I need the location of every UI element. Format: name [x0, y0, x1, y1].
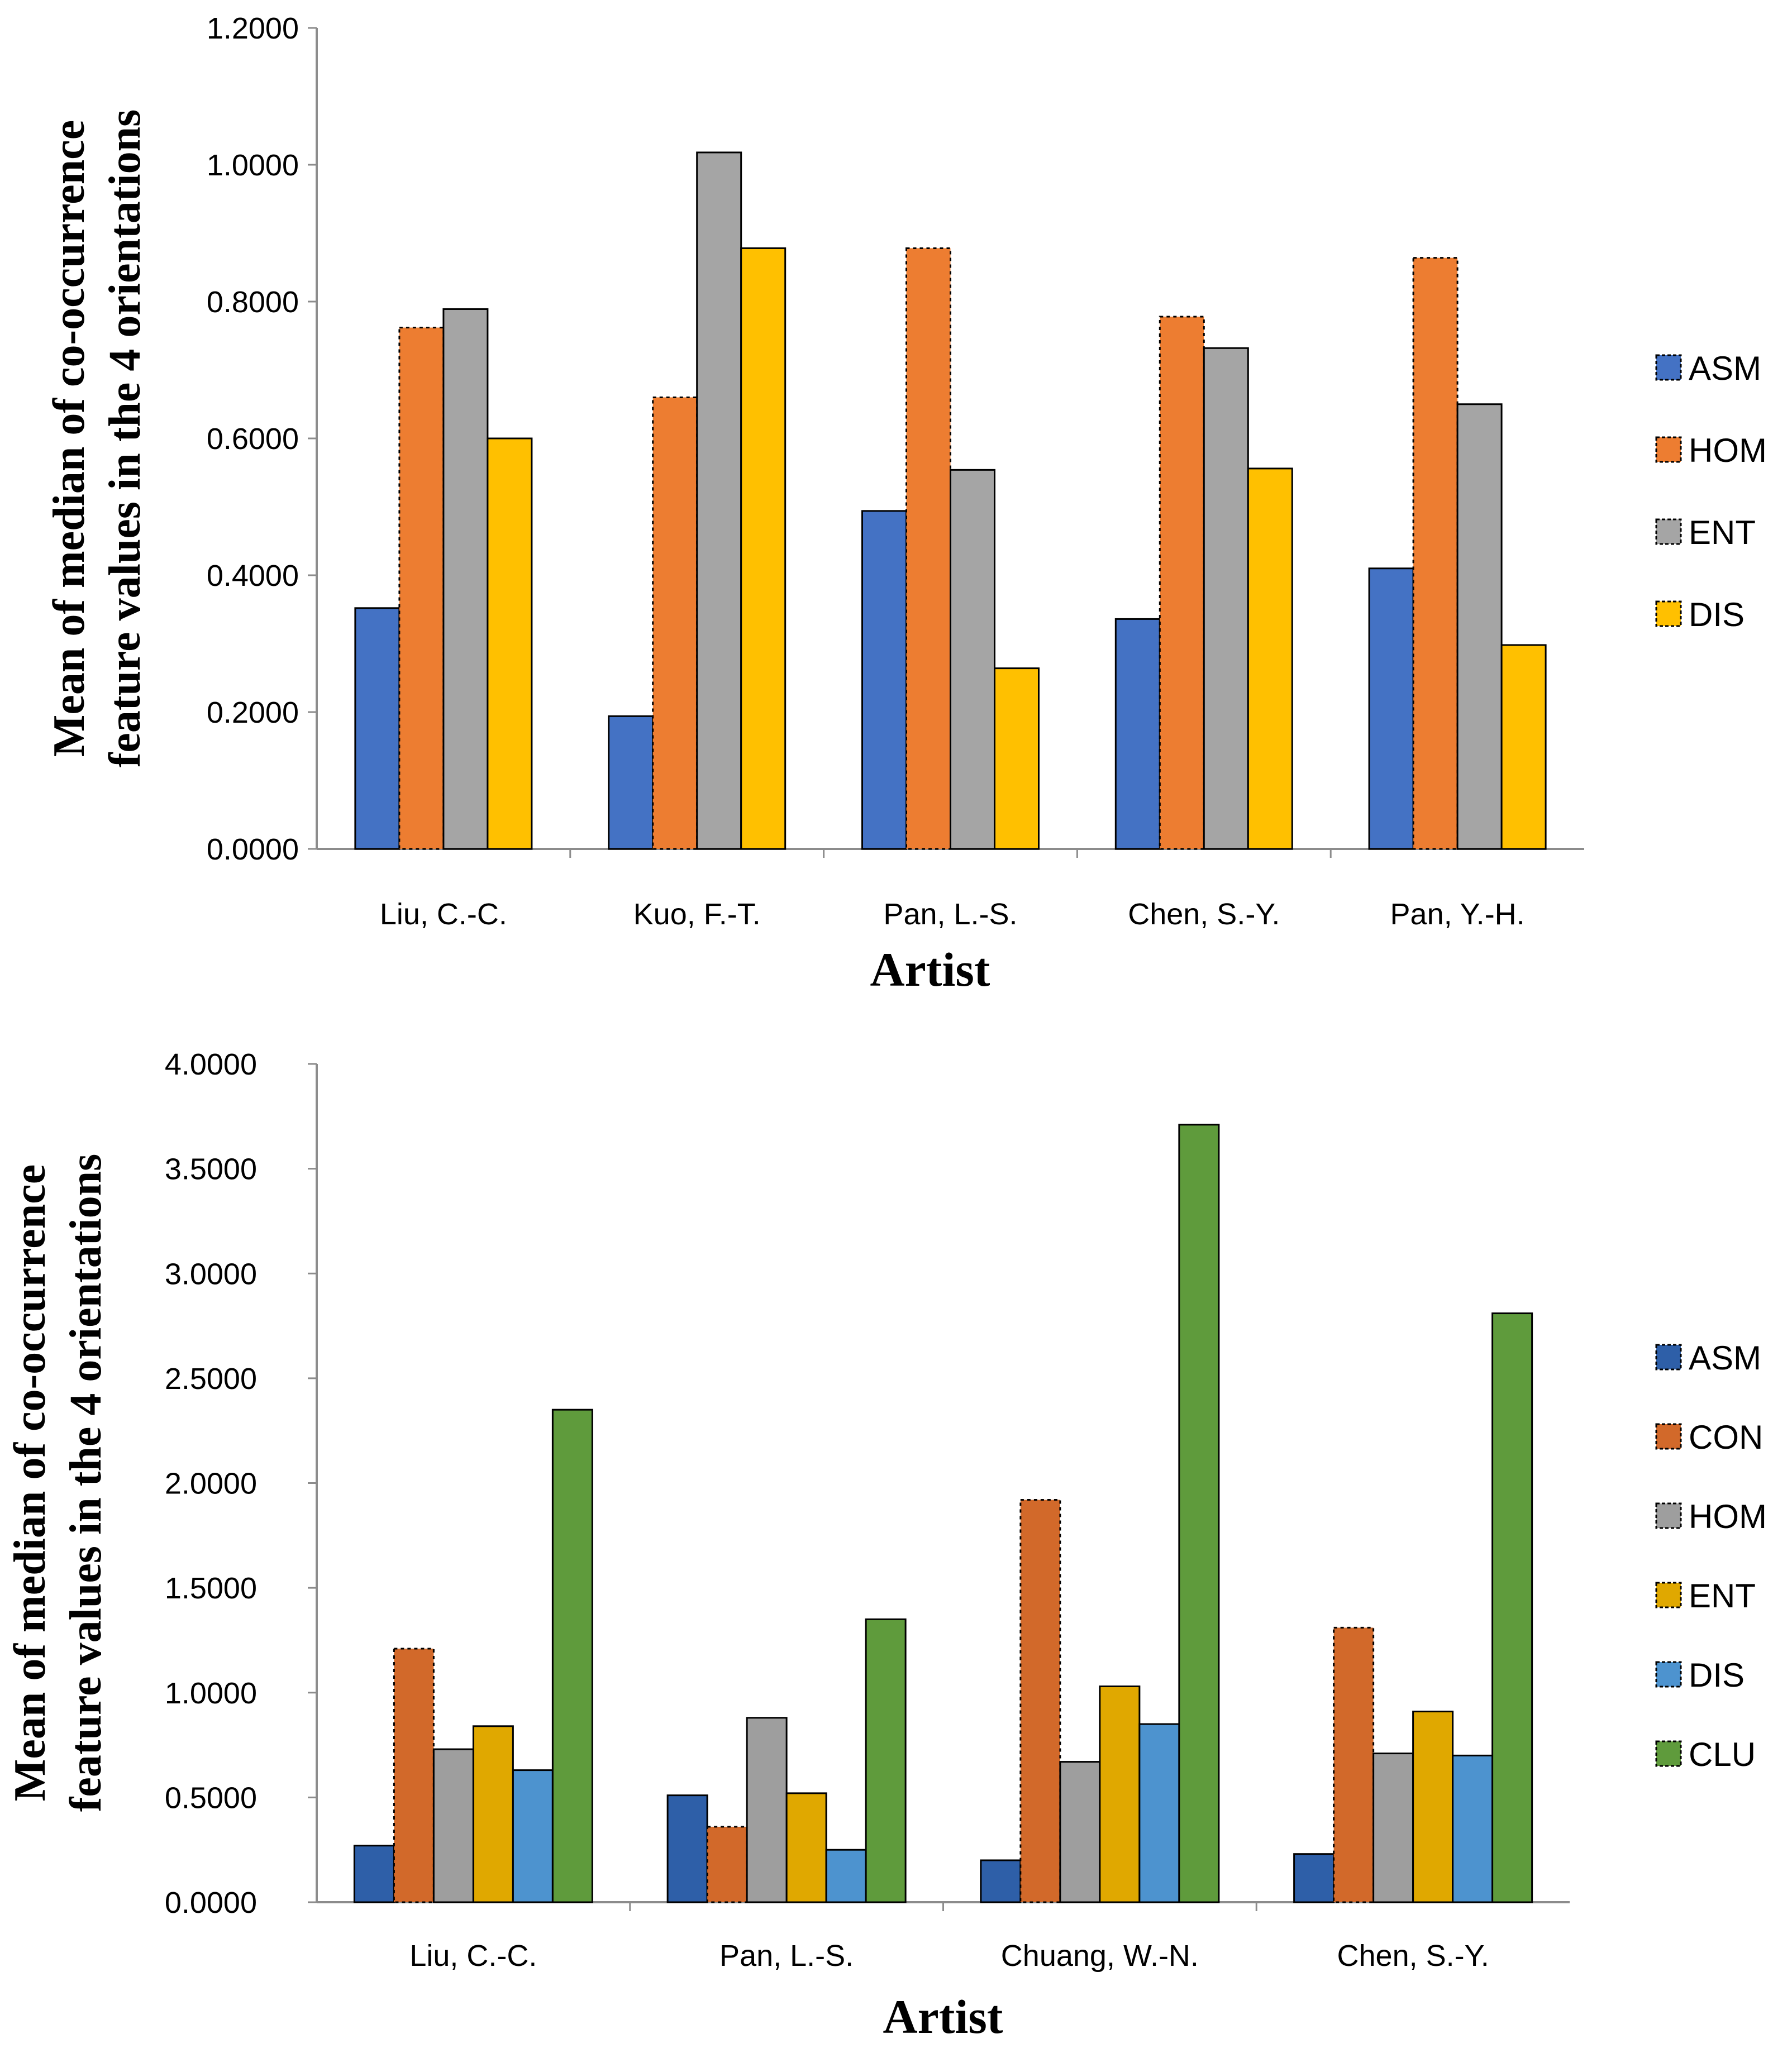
y-tick-label: 1.0000	[165, 1677, 257, 1710]
y-tick-label: 4.0000	[165, 1048, 257, 1081]
legend-label-asm: ASM	[1689, 1339, 1761, 1377]
bar-ent-2	[785, 1792, 827, 1903]
bar-asm-2	[666, 1794, 708, 1903]
legend-label-hom: HOM	[1689, 432, 1767, 469]
top-chart: 0.0000 0.2000 0.4000 0.6000 0.8000 1.0000 1.20…	[45, 12, 1767, 996]
bar-asm-3	[861, 510, 907, 850]
x-axis-title: Artist	[870, 943, 990, 996]
bar-clu-3	[1178, 1124, 1220, 1903]
legend-swatch-asm	[1655, 1344, 1682, 1371]
bar-asm-4	[1293, 1853, 1335, 1903]
bar-hom-1	[398, 327, 445, 850]
y-axis-title: Mean of median of co-occurrence	[45, 120, 94, 757]
y-tick-label: 3.0000	[165, 1257, 257, 1291]
bar-ent-5	[1456, 403, 1503, 850]
bar-hom-2	[746, 1717, 788, 1903]
y-tick-label: 0.5000	[165, 1781, 257, 1815]
bar-asm-3	[980, 1859, 1022, 1903]
bar-con-2	[706, 1826, 748, 1903]
y-tick-label: 0.4000	[207, 559, 299, 593]
x-tick-label: Liu, C.-C.	[409, 1939, 537, 1973]
bar-con-4	[1333, 1626, 1375, 1903]
y-tick-label: 0.6000	[207, 422, 299, 456]
legend-label-ent: ENT	[1689, 1577, 1756, 1615]
y-axis-title: feature values in the 4 orientations	[61, 1154, 111, 1812]
bar-clu-1	[551, 1409, 593, 1903]
bar-ent-2	[696, 151, 742, 850]
x-tick-label: Pan, Y.-H.	[1390, 897, 1525, 931]
bar-dis-3	[1138, 1723, 1180, 1903]
bar-dis-1	[487, 437, 533, 850]
y-axis-title: feature values in the 4 orientations	[101, 109, 150, 767]
y-tick-label: 3.5000	[165, 1153, 257, 1186]
y-tick-label: 0.8000	[207, 285, 299, 319]
bar-hom-2	[652, 397, 698, 850]
legend-label-con: CON	[1689, 1419, 1763, 1456]
bar-hom-1	[432, 1748, 474, 1903]
bar-dis-2	[825, 1849, 867, 1903]
y-tick-label: 1.0000	[207, 149, 299, 182]
x-tick-label: Kuo, F.-T.	[633, 897, 761, 931]
legend-swatch-hom	[1655, 1502, 1682, 1529]
bar-asm-2	[608, 715, 654, 850]
legend-label-asm: ASM	[1689, 350, 1761, 387]
y-tick-label: 1.5000	[165, 1572, 257, 1605]
y-tick-label: 1.2000	[207, 12, 299, 45]
bar-ent-3	[950, 469, 995, 850]
bar-con-1	[393, 1648, 435, 1903]
legend-swatch-ent	[1655, 518, 1682, 545]
bar-hom-3	[1059, 1761, 1101, 1903]
legend-swatch-clu	[1655, 1740, 1682, 1767]
y-tick-label: 0.0000	[207, 833, 299, 866]
y-tick-label: 0.2000	[207, 696, 299, 729]
bar-asm-5	[1368, 567, 1414, 850]
bar-dis-4	[1452, 1754, 1494, 1903]
y-tick-label: 0.0000	[165, 1886, 257, 1920]
bar-ent-4	[1412, 1711, 1454, 1903]
bar-asm-1	[353, 1845, 395, 1903]
bottom-chart: 0.0000 0.5000 1.0000 1.5000 2.0000 2.5000 3.00…	[6, 1048, 1767, 2044]
y-tick-label: 2.0000	[165, 1467, 257, 1501]
legend-label-ent: ENT	[1689, 514, 1756, 551]
bar-dis-4	[1247, 467, 1293, 850]
y-tick-label: 2.5000	[165, 1362, 257, 1396]
bar-ent-4	[1203, 347, 1249, 850]
legend-label-dis: DIS	[1689, 596, 1745, 633]
bar-ent-1	[472, 1725, 514, 1903]
x-tick-label: Pan, L.-S.	[883, 897, 1017, 931]
x-tick-label: Chen, S.-Y.	[1337, 1939, 1489, 1973]
bar-asm-1	[354, 607, 401, 850]
bar-dis-3	[994, 667, 1040, 850]
bar-ent-1	[442, 308, 489, 850]
legend-swatch-asm	[1655, 354, 1682, 381]
bar-con-3	[1019, 1499, 1061, 1903]
y-axis-title: Mean of median of co-occurrence	[6, 1164, 55, 1801]
x-axis-title: Artist	[883, 1990, 1003, 2044]
bar-clu-4	[1491, 1312, 1533, 1903]
x-tick-label: Liu, C.-C.	[380, 897, 507, 931]
x-tick-label: Pan, L.-S.	[719, 1939, 854, 1973]
legend-label-dis: DIS	[1689, 1656, 1745, 1694]
bar-ent-3	[1099, 1685, 1141, 1903]
legend-swatch-dis	[1655, 1661, 1682, 1688]
legend-swatch-hom	[1655, 436, 1682, 463]
bar-dis-2	[740, 247, 787, 850]
bar-asm-4	[1114, 618, 1161, 850]
bar-hom-3	[905, 247, 951, 850]
x-tick-label: Chuang, W.-N.	[1001, 1939, 1199, 1973]
legend-label-hom: HOM	[1689, 1498, 1767, 1535]
x-tick-label: Chen, S.-Y.	[1128, 897, 1280, 931]
bar-hom-4	[1372, 1753, 1414, 1903]
bar-dis-1	[512, 1769, 554, 1903]
bar-dis-5	[1500, 644, 1547, 850]
legend-swatch-ent	[1655, 1582, 1682, 1608]
legend-swatch-con	[1655, 1423, 1682, 1450]
legend-swatch-dis	[1655, 600, 1682, 627]
bar-clu-2	[865, 1618, 907, 1903]
legend-label-clu: CLU	[1689, 1736, 1756, 1773]
bar-hom-5	[1412, 257, 1459, 850]
bar-hom-4	[1159, 316, 1205, 850]
